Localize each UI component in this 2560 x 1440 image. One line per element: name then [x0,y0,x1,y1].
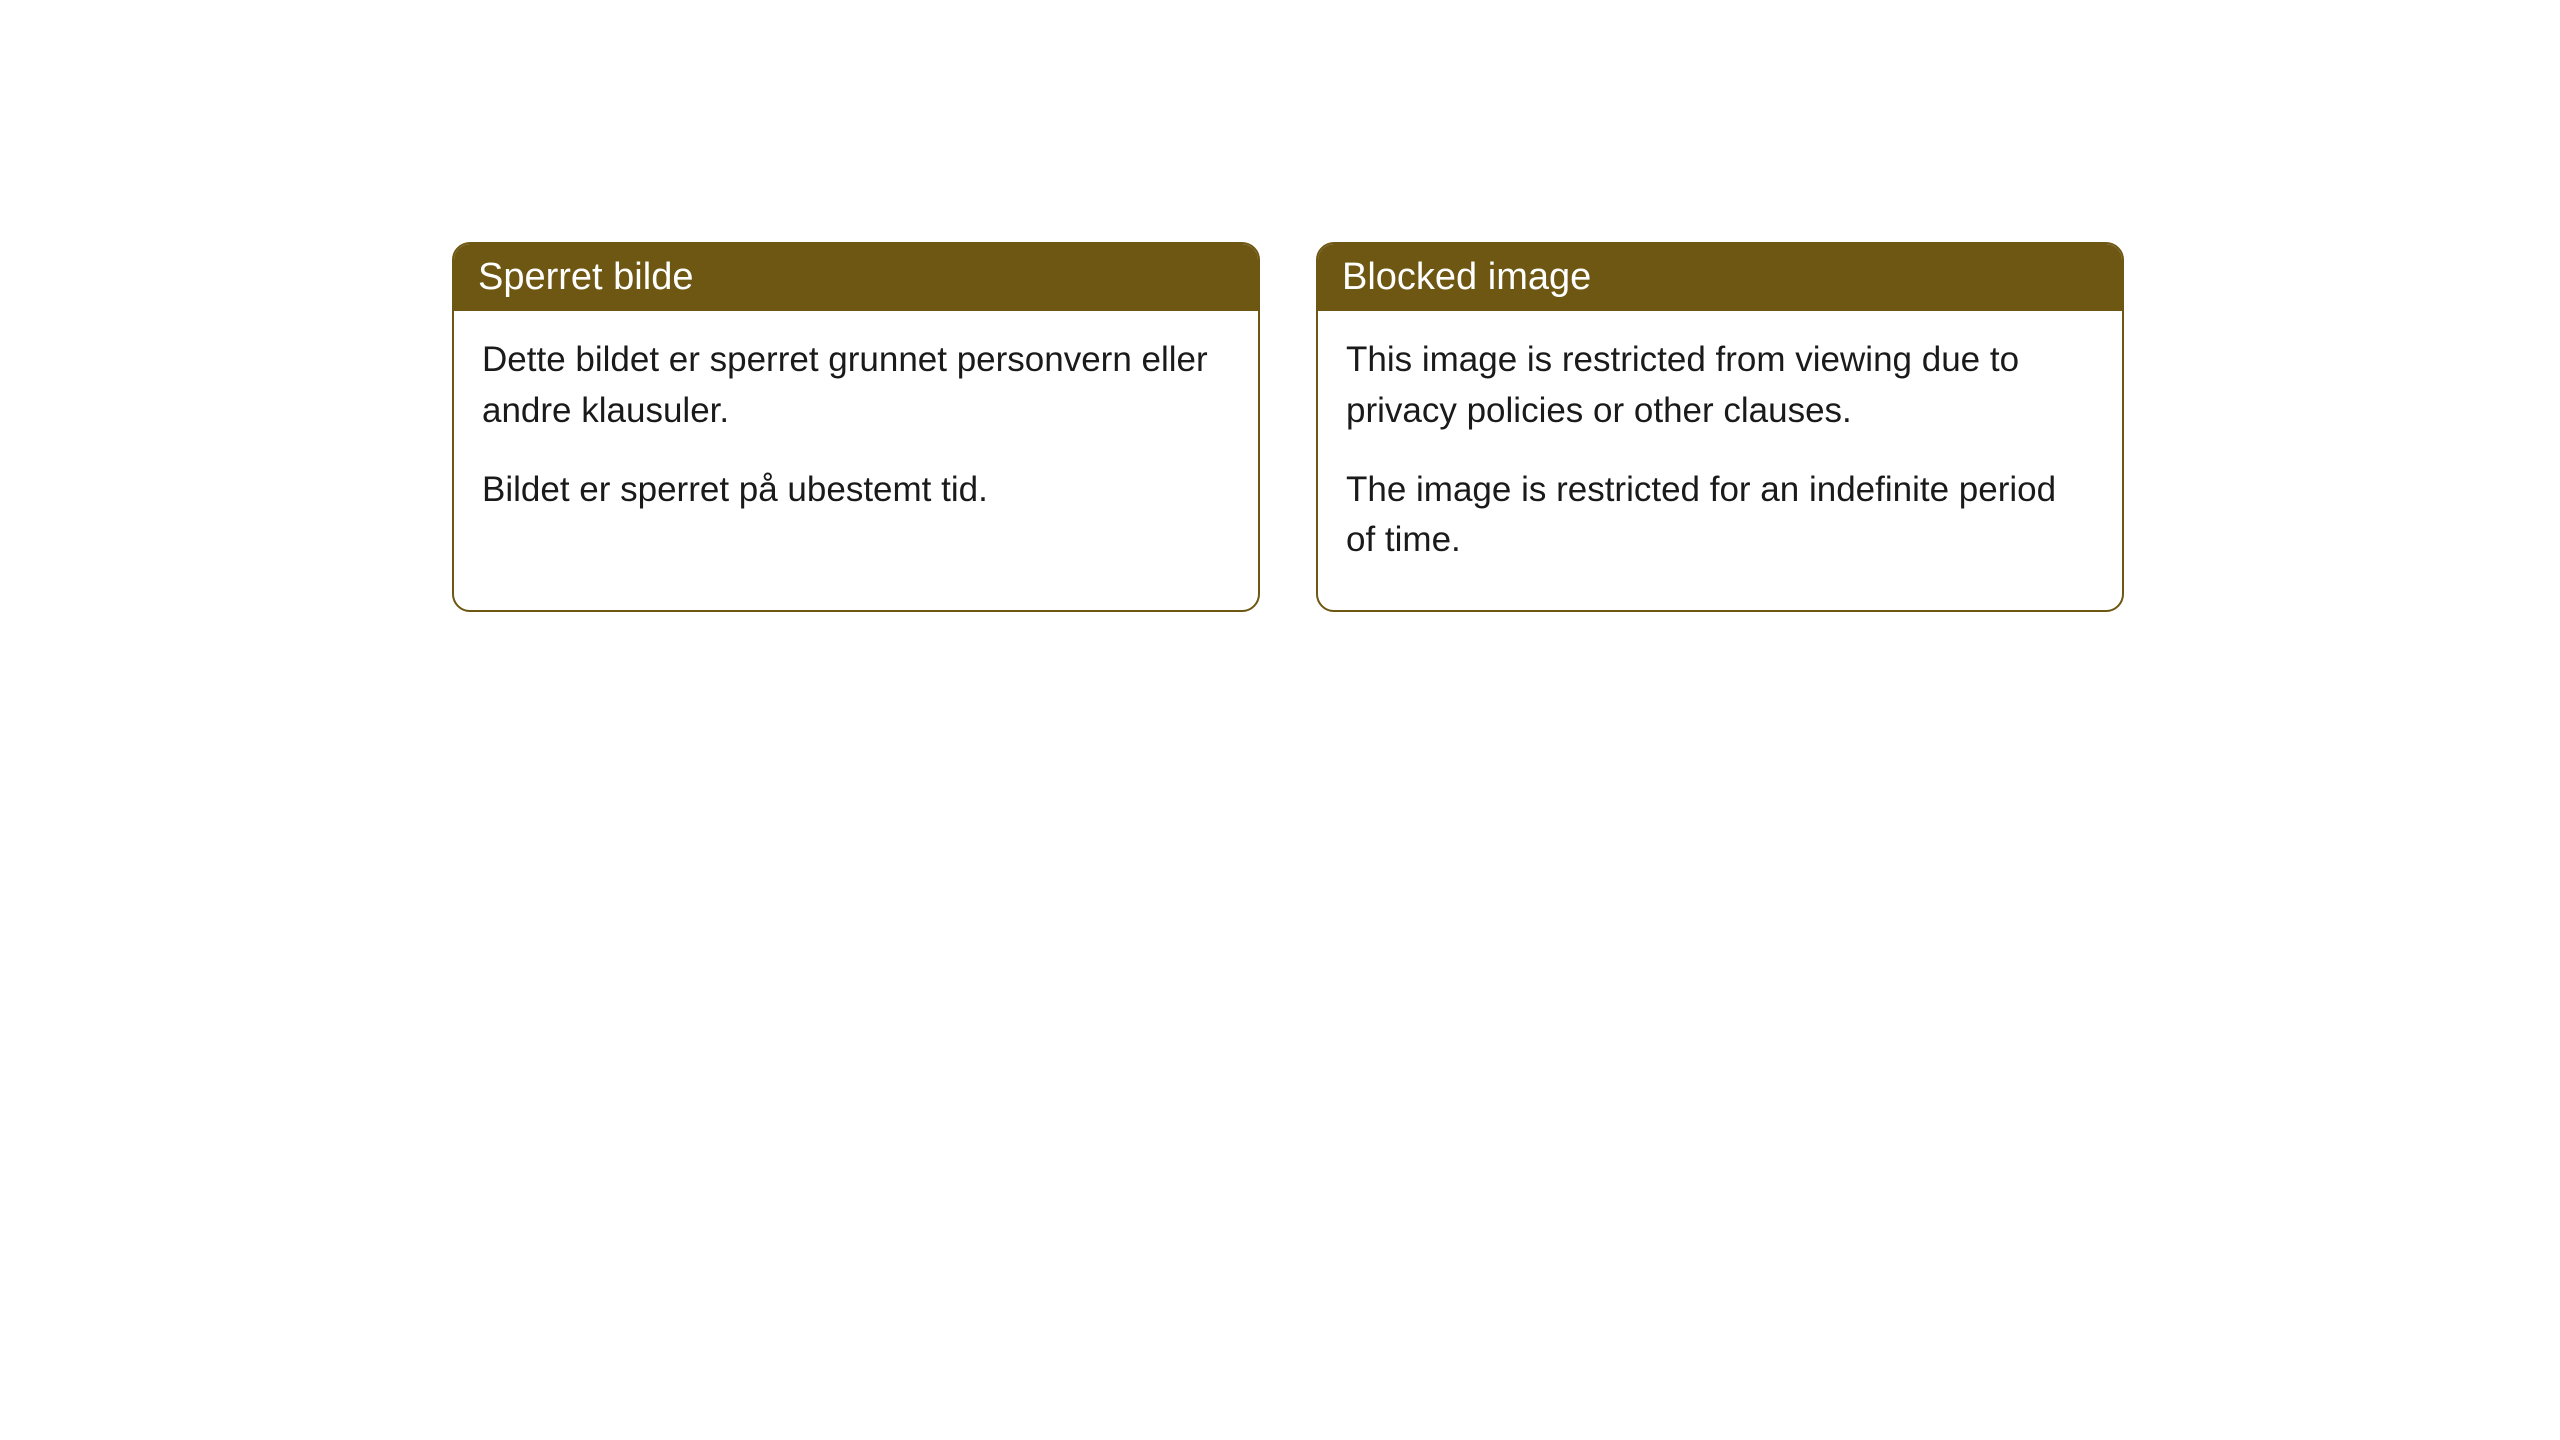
card-body-norwegian: Dette bildet er sperret grunnet personve… [454,311,1258,559]
card-paragraph2-norwegian: Bildet er sperret på ubestemt tid. [482,465,1230,516]
cards-container: Sperret bilde Dette bildet er sperret gr… [452,242,2124,612]
card-paragraph2-english: The image is restricted for an indefinit… [1346,465,2094,567]
card-body-english: This image is restricted from viewing du… [1318,311,2122,610]
card-header-english: Blocked image [1318,244,2122,311]
card-title-norwegian: Sperret bilde [478,256,693,298]
card-header-norwegian: Sperret bilde [454,244,1258,311]
card-norwegian: Sperret bilde Dette bildet er sperret gr… [452,242,1260,612]
card-english: Blocked image This image is restricted f… [1316,242,2124,612]
card-title-english: Blocked image [1342,256,1591,298]
card-paragraph1-norwegian: Dette bildet er sperret grunnet personve… [482,335,1230,437]
card-paragraph1-english: This image is restricted from viewing du… [1346,335,2094,437]
